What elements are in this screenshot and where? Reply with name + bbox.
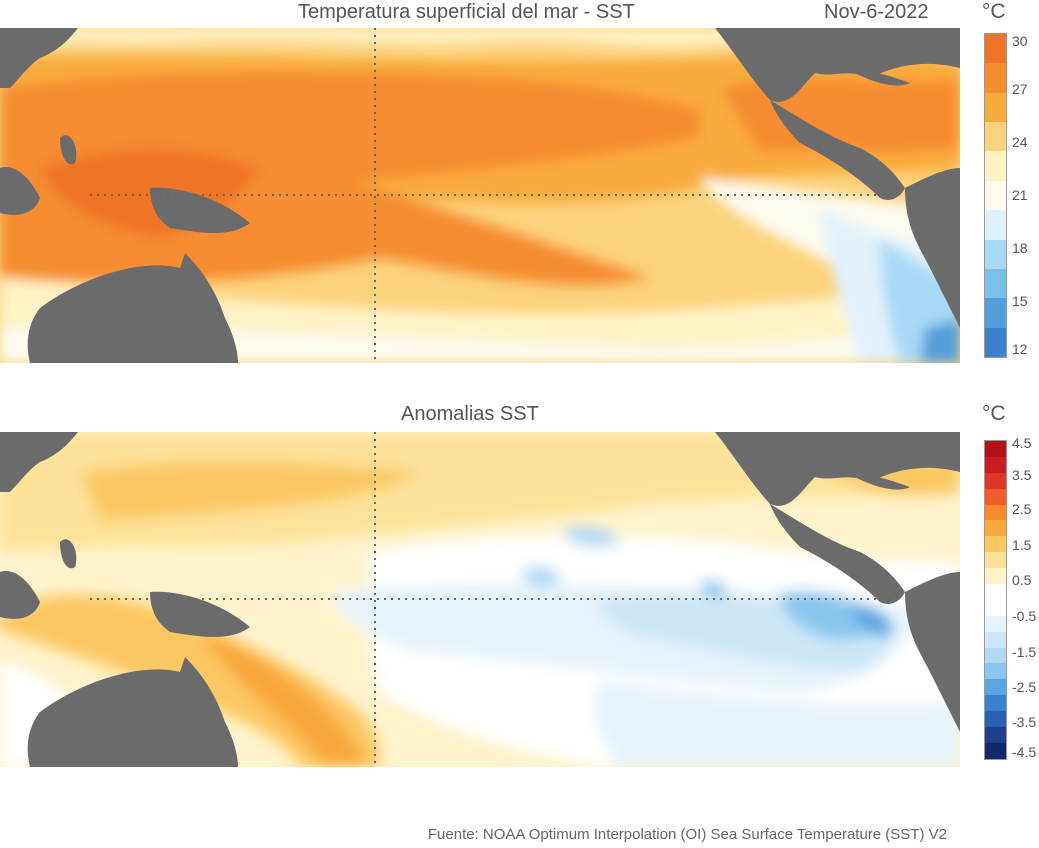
anomaly-colorbar-tick-label: 2.5 <box>1012 501 1032 517</box>
sst-colorbar-swatch <box>985 180 1006 211</box>
sst-colorbar <box>984 33 1007 358</box>
anomaly-land-new-guinea <box>150 591 250 637</box>
sst-colorbar-swatch <box>985 268 1006 299</box>
anomaly-colorbar-swatch <box>985 504 1006 521</box>
anomaly-land-asia <box>0 432 78 492</box>
anomaly-colorbar-swatch <box>985 536 1006 553</box>
sst-colorbar-tick-label: 27 <box>1012 81 1028 97</box>
sst-land-north-america <box>715 28 960 102</box>
sst-colorbar-swatch <box>985 63 1006 93</box>
sst-land-philippines <box>60 135 77 165</box>
sst-colorbar-swatch <box>985 239 1006 269</box>
anomaly-land-philippines <box>60 539 77 569</box>
anomaly-colorbar-swatch <box>985 663 1006 680</box>
sst-colorbar-tick-label: 24 <box>1012 134 1028 150</box>
anomaly-colorbar-swatch <box>985 488 1006 505</box>
anomaly-colorbar-swatch <box>985 584 1006 600</box>
sst-land-central-america <box>770 100 905 200</box>
sst-land-new-guinea <box>150 187 250 233</box>
anomaly-land-north-america <box>715 432 960 506</box>
sst-colorbar-swatch <box>985 151 1006 181</box>
anomaly-colorbar-tick-label: 0.5 <box>1012 572 1032 588</box>
anomaly-map-title: Anomalias SST <box>401 403 539 425</box>
sst-colorbar-tick-label: 18 <box>1012 240 1028 256</box>
sst-land-cuba <box>855 71 910 86</box>
anomaly-colorbar <box>984 440 1007 760</box>
anomaly-colorbar-tick-label: -0.5 <box>1012 608 1037 624</box>
anomaly-colorbar-tick-label: -1.5 <box>1012 644 1037 660</box>
sst-colorbar-swatch <box>985 327 1006 357</box>
anomaly-map <box>0 432 960 767</box>
data-source-caption: Fuente: NOAA Optimum Interpolation (OI) … <box>427 826 947 843</box>
anomaly-land-cuba <box>855 475 910 490</box>
sst-colorbar-tick-label: 21 <box>1012 187 1028 203</box>
sst-colorbar-tick-label: 12 <box>1012 341 1028 357</box>
anomaly-colorbar-swatch <box>985 631 1006 648</box>
anomaly-colorbar-swatch <box>985 695 1006 712</box>
sst-colorbar-swatch <box>985 122 1006 152</box>
sst-land-masses <box>0 28 960 363</box>
anomaly-colorbar-swatch <box>985 742 1006 759</box>
anomaly-colorbar-swatch <box>985 647 1006 664</box>
sst-land-australia <box>27 253 238 363</box>
anomaly-land-central-america <box>770 504 905 604</box>
anomaly-colorbar-tick-label: 3.5 <box>1012 467 1032 483</box>
anomaly-land-south-america <box>905 572 960 732</box>
sst-colorbar-swatch <box>985 298 1006 328</box>
sst-grid-lines <box>90 28 895 363</box>
sst-unit-label: °C <box>982 0 1006 23</box>
sst-colorbar-tick-label: 30 <box>1012 33 1028 49</box>
sst-land-south-america <box>905 168 960 328</box>
sst-colorbar-swatch <box>985 210 1006 240</box>
anomaly-colorbar-swatch <box>985 599 1006 616</box>
sst-colorbar-tick-label: 15 <box>1012 293 1028 309</box>
sst-map <box>0 28 960 363</box>
sst-colorbar-swatch <box>985 34 1006 64</box>
anomaly-land-masses <box>0 432 960 767</box>
anomaly-colorbar-swatch <box>985 552 1006 569</box>
anomaly-colorbar-swatch <box>985 456 1006 473</box>
anomaly-colorbar-tick-label: 1.5 <box>1012 537 1032 553</box>
anomaly-colorbar-swatch <box>985 568 1006 585</box>
anomaly-colorbar-tick-label: -4.5 <box>1012 744 1037 760</box>
anomaly-land-sumatra <box>0 571 40 619</box>
anomaly-colorbar-tick-label: 4.5 <box>1012 435 1032 451</box>
sst-land-asia <box>0 28 78 88</box>
anomaly-colorbar-swatch <box>985 520 1006 537</box>
anomaly-colorbar-swatch <box>985 615 1006 632</box>
anomaly-unit-label: °C <box>982 402 1006 425</box>
anomaly-colorbar-swatch <box>985 727 1006 743</box>
sst-land-sumatra <box>0 167 40 215</box>
sst-colorbar-swatch <box>985 92 1006 123</box>
anomaly-grid-lines <box>90 432 895 767</box>
sst-map-title: Temperatura superficial del mar - SST <box>298 1 635 23</box>
anomaly-colorbar-tick-label: -2.5 <box>1012 679 1037 695</box>
anomaly-colorbar-swatch <box>985 441 1006 457</box>
anomaly-map-graphic <box>0 432 960 767</box>
anomaly-colorbar-swatch <box>985 679 1006 696</box>
anomaly-colorbar-tick-label: -3.5 <box>1012 714 1037 730</box>
sst-map-date: Nov-6-2022 <box>824 1 929 23</box>
anomaly-colorbar-swatch <box>985 711 1006 728</box>
anomaly-land-australia <box>27 657 238 767</box>
anomaly-colorbar-swatch <box>985 472 1006 489</box>
sst-map-graphic <box>0 28 960 363</box>
